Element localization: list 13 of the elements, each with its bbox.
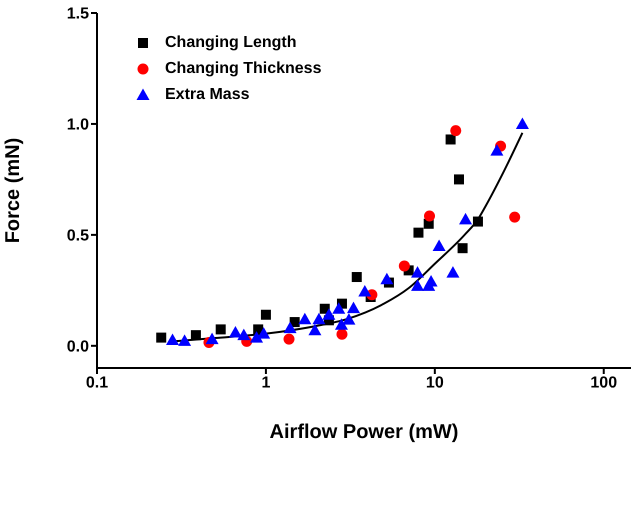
x-tick-label: 1 (261, 374, 270, 392)
x-tick-label: 0.1 (86, 374, 108, 392)
legend-label: Changing Length (165, 34, 297, 52)
y-tick-label: 1.0 (66, 116, 90, 134)
x-tick-label: 10 (426, 374, 444, 392)
y-tick-label: 0.5 (66, 228, 90, 245)
y-axis-title: Force (mN) (2, 138, 24, 244)
x-tick-label: 100 (590, 374, 618, 392)
legend-label: Extra Mass (165, 86, 250, 104)
y-tick-label: 0.0 (66, 338, 90, 356)
legend-label: Changing Thickness (165, 60, 322, 78)
y-tick-label: 1.5 (66, 6, 90, 23)
x-axis-title: Airflow Power (mW) (270, 421, 458, 443)
